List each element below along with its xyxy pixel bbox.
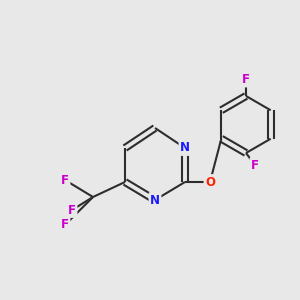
Text: F: F xyxy=(61,173,69,187)
Text: F: F xyxy=(61,218,69,232)
Text: N: N xyxy=(150,194,160,206)
Text: F: F xyxy=(242,73,250,86)
Text: O: O xyxy=(205,176,215,188)
Text: F: F xyxy=(251,158,259,172)
Text: F: F xyxy=(68,203,76,217)
Text: N: N xyxy=(180,142,190,154)
